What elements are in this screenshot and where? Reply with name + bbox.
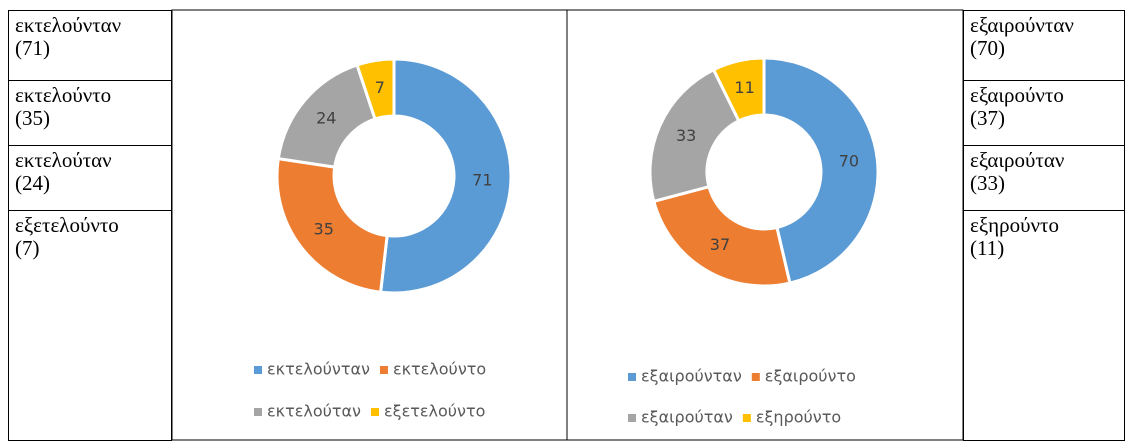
legend-label: εξετελούντο bbox=[384, 402, 485, 421]
cell-word: εξηρούντο bbox=[970, 213, 1059, 237]
cell-count: (37) bbox=[970, 106, 1005, 130]
table-cell: εξηρούντο (11) bbox=[963, 210, 1125, 441]
data-label: 7 bbox=[375, 78, 385, 97]
cell-count: (11) bbox=[970, 236, 1005, 260]
cell-word: εξαιρούταν bbox=[970, 148, 1065, 172]
legend-swatch bbox=[379, 366, 388, 374]
cell-count: (33) bbox=[970, 171, 1005, 195]
data-label: 70 bbox=[839, 152, 859, 171]
legend-label: εκτελούταν bbox=[267, 402, 361, 421]
donut-slice bbox=[275, 156, 389, 294]
cell-word: εξετελούντο bbox=[15, 213, 119, 237]
legend-swatch bbox=[742, 414, 751, 422]
donut-slice bbox=[762, 56, 880, 285]
chart-cell-border bbox=[566, 9, 964, 441]
data-label: 24 bbox=[316, 109, 336, 128]
legend-swatch bbox=[254, 408, 262, 416]
cell-word: εκτελούντο bbox=[15, 83, 112, 107]
legend-swatch bbox=[371, 408, 379, 416]
legend-swatch bbox=[751, 373, 760, 381]
legend-label: εκτελούνταν bbox=[267, 360, 370, 379]
data-label: 71 bbox=[472, 171, 492, 190]
data-label: 35 bbox=[314, 219, 334, 238]
legend-swatch bbox=[628, 373, 636, 381]
cell-word: εκτελούνταν bbox=[15, 13, 122, 37]
donut-slice bbox=[355, 57, 396, 121]
cell-count: (71) bbox=[15, 36, 50, 60]
legend-label: εξαιρούταν bbox=[641, 408, 733, 427]
cell-count: (24) bbox=[15, 171, 50, 195]
cell-word: εξαιρούντο bbox=[970, 83, 1064, 107]
legend-label: εξαιρούνταν bbox=[641, 367, 742, 386]
table-cell: εξαιρούνταν (70) bbox=[963, 10, 1125, 81]
data-label: 11 bbox=[734, 78, 754, 97]
cell-word: εκτελούταν bbox=[15, 148, 112, 172]
cell-word: εξαιρούνταν bbox=[970, 13, 1074, 37]
cell-count: (7) bbox=[15, 236, 40, 260]
donut-slice bbox=[711, 56, 766, 123]
donut-slice bbox=[648, 67, 741, 204]
donut-slice bbox=[651, 184, 792, 288]
donut-slice bbox=[378, 57, 513, 295]
legend-label: εξηρούντο bbox=[756, 408, 841, 427]
legend-label: εξαιρούντο bbox=[765, 367, 856, 386]
legend-label: εκτελούντο bbox=[393, 360, 486, 379]
legend-swatch bbox=[254, 366, 262, 374]
cell-count: (70) bbox=[970, 36, 1005, 60]
cell-count: (35) bbox=[15, 106, 50, 130]
data-label: 37 bbox=[710, 235, 730, 254]
data-label: 33 bbox=[676, 126, 696, 145]
legend-swatch bbox=[628, 414, 636, 422]
